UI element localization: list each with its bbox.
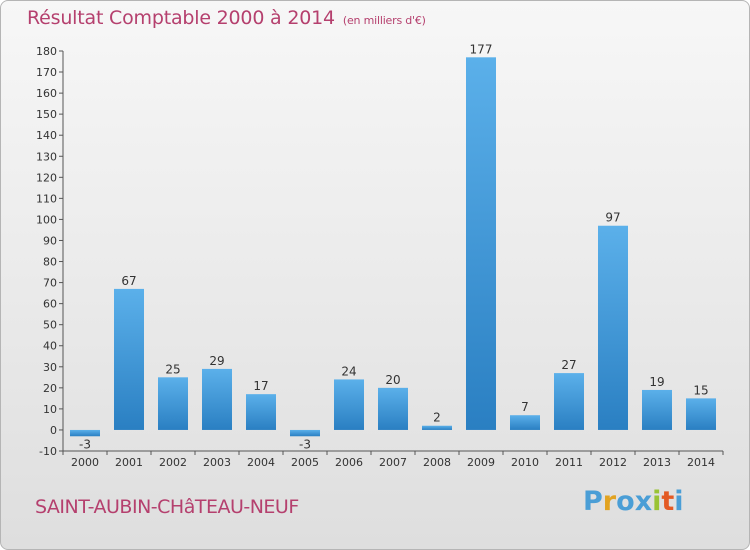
bar-2005 <box>290 429 320 437</box>
x-tick-label-2000: 2000 <box>71 456 99 469</box>
bar-2013 <box>642 389 672 430</box>
bar-2006 <box>334 379 364 430</box>
data-label-2002: 25 <box>165 362 180 376</box>
data-label-2000: -3 <box>79 437 91 451</box>
x-tick-label-2002: 2002 <box>159 456 187 469</box>
bar-2010 <box>510 415 540 430</box>
y-tick-label: 180 <box>36 45 57 58</box>
bar-2004 <box>246 394 276 430</box>
data-label-2012: 97 <box>605 211 620 225</box>
logo-letter: i <box>652 486 662 517</box>
data-label-2010: 7 <box>521 400 529 414</box>
data-label-2013: 19 <box>649 375 664 389</box>
chart-x-tick-labels: 2000 2001 2002 2003 2004 2005 2006 2007 2008 2009… <box>71 456 715 469</box>
bar-2014 <box>686 398 716 430</box>
data-label-2014: 15 <box>693 383 708 397</box>
y-tick-label: 80 <box>43 256 57 269</box>
y-tick-label: 0 <box>50 424 57 437</box>
commune-name: SAINT-AUBIN-CHâTEAU-NEUF <box>35 496 299 518</box>
logo-letter: t <box>661 486 675 517</box>
y-tick-label: 100 <box>36 213 57 226</box>
x-tick-label-2006: 2006 <box>335 456 363 469</box>
x-tick-label-2012: 2012 <box>599 456 627 469</box>
y-tick-label: 150 <box>36 108 57 121</box>
x-tick-label-2005: 2005 <box>291 456 319 469</box>
bar-2008 <box>422 425 452 430</box>
x-tick-label-2003: 2003 <box>203 456 231 469</box>
x-tick-label-2013: 2013 <box>643 456 671 469</box>
y-tick-label: 160 <box>36 87 57 100</box>
chart-title-text: Résultat Comptable 2000 à 2014 <box>27 7 335 29</box>
bar-2012 <box>598 225 628 430</box>
data-label-2004: 17 <box>253 379 268 393</box>
bar-2001 <box>114 288 144 430</box>
chart-unit-label: (en milliers d'€) <box>342 14 426 27</box>
chart-title: Résultat Comptable 2000 à 2014 (en millie… <box>27 7 426 29</box>
y-tick-label: 20 <box>43 382 57 395</box>
bar-2011 <box>554 373 584 430</box>
data-label-2005: -3 <box>299 437 311 451</box>
chart-axes <box>59 50 724 455</box>
y-tick-label: 60 <box>43 298 57 311</box>
logo-letter: P <box>583 486 603 517</box>
y-tick-label: 50 <box>43 319 57 332</box>
x-tick-label-2001: 2001 <box>115 456 143 469</box>
bar-2002 <box>158 377 188 430</box>
x-tick-label-2008: 2008 <box>423 456 451 469</box>
y-tick-label: -10 <box>39 445 57 458</box>
data-label-2011: 27 <box>561 358 576 372</box>
y-tick-label: 30 <box>43 361 57 374</box>
y-tick-label: 120 <box>36 171 57 184</box>
chart-bars <box>70 57 716 437</box>
logo-letter: x <box>634 486 653 517</box>
x-tick-label-2011: 2011 <box>555 456 583 469</box>
x-tick-label-2009: 2009 <box>467 456 495 469</box>
y-tick-label: 10 <box>43 403 57 416</box>
y-tick-label: 110 <box>36 192 57 205</box>
chart-y-tick-labels: -10 0 10 20 30 40 50 60 70 80 90 100 110 120 130 140 150… <box>36 45 57 458</box>
logo-letter: r <box>602 486 617 517</box>
y-tick-label: 70 <box>43 277 57 290</box>
chart-data-labels: -3 67 25 29 17 -3 24 20 2 177 7 27 97 19 15 <box>79 42 709 451</box>
bar-2000 <box>70 429 100 437</box>
y-tick-label: 40 <box>43 340 57 353</box>
bar-2007 <box>378 387 408 430</box>
data-label-2008: 2 <box>433 411 441 425</box>
bar-2009 <box>466 57 496 430</box>
data-label-2006: 24 <box>341 364 356 378</box>
y-tick-label: 140 <box>36 129 57 142</box>
y-tick-label: 130 <box>36 150 57 163</box>
bar-2003 <box>202 368 232 430</box>
x-tick-label-2014: 2014 <box>687 456 715 469</box>
logo-letter: i <box>674 486 684 517</box>
x-tick-label-2004: 2004 <box>247 456 275 469</box>
data-label-2009: 177 <box>470 42 493 56</box>
x-tick-label-2010: 2010 <box>511 456 539 469</box>
proxiti-logo: Proxiti <box>583 486 684 517</box>
y-tick-label: 90 <box>43 234 57 247</box>
data-label-2003: 29 <box>209 354 224 368</box>
x-tick-label-2007: 2007 <box>379 456 407 469</box>
logo-letter: o <box>616 486 635 517</box>
data-label-2001: 67 <box>121 274 136 288</box>
y-tick-label: 170 <box>36 66 57 79</box>
data-label-2007: 20 <box>385 373 400 387</box>
